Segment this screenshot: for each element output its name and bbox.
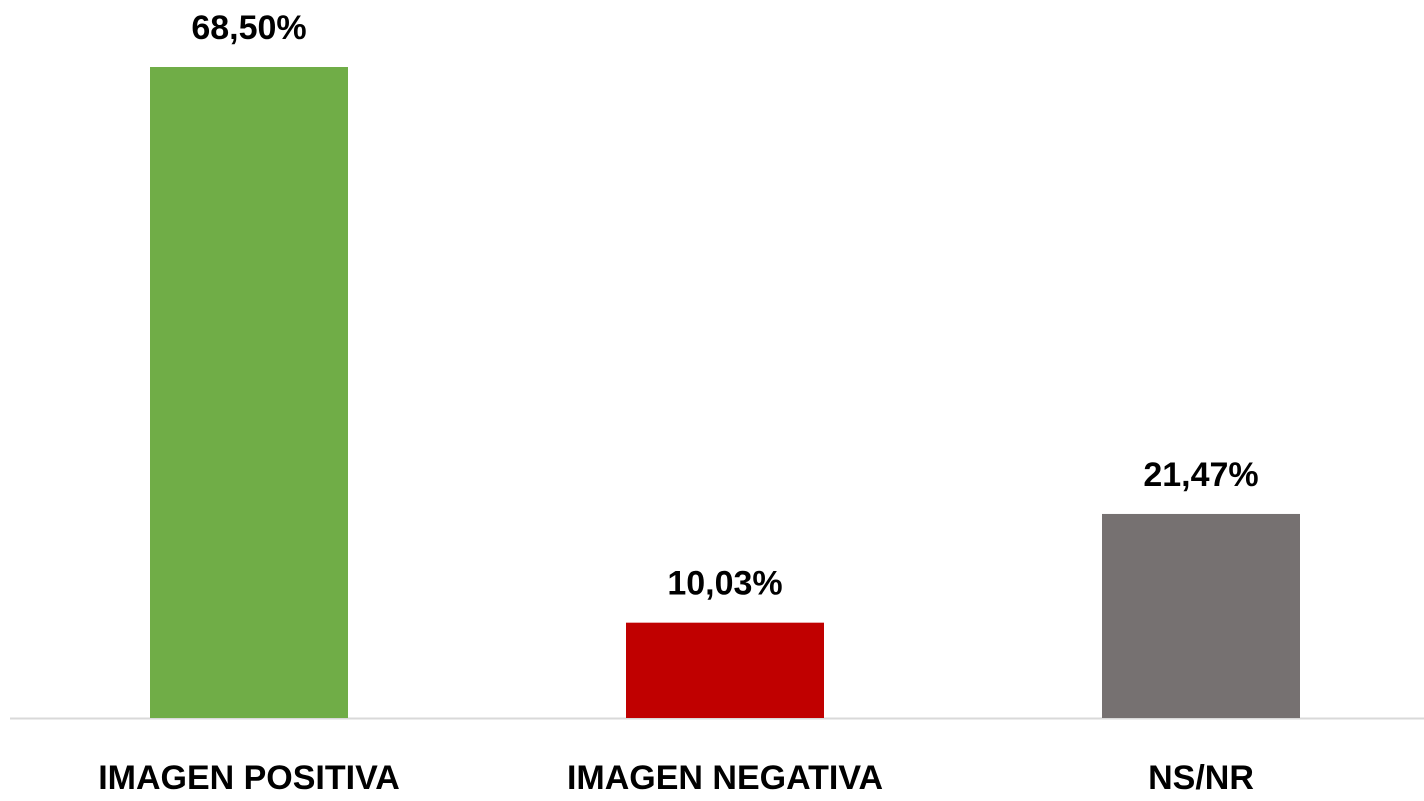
x-tick-label: NS/NR (1148, 759, 1254, 797)
value-label: 10,03% (667, 565, 782, 603)
bar (150, 67, 348, 718)
bar (626, 622, 824, 718)
x-tick-label: IMAGEN NEGATIVA (567, 759, 883, 797)
value-label: 21,47% (1143, 456, 1258, 494)
value-label: 68,50% (191, 9, 306, 47)
x-tick-label: IMAGEN POSITIVA (98, 759, 400, 797)
bar (1102, 513, 1300, 718)
